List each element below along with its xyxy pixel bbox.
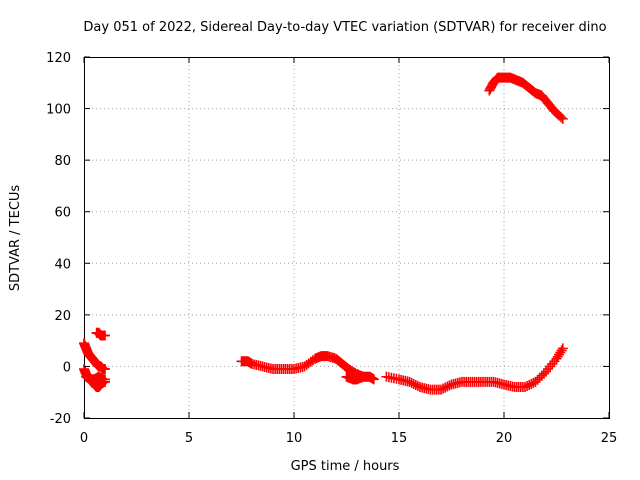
y-tick-label: 120 [46, 51, 71, 66]
data-point [442, 381, 453, 392]
y-tick-label: -20 [50, 412, 71, 427]
data-point [526, 378, 537, 389]
data-point [408, 378, 419, 389]
data-point [100, 330, 110, 341]
grid [84, 57, 609, 418]
data-point [438, 383, 449, 394]
data-point [100, 364, 110, 375]
x-tick-label: 20 [496, 431, 513, 446]
y-tick-label: 80 [54, 154, 71, 169]
data-points [79, 72, 568, 395]
data-point [557, 343, 568, 354]
plot-border [84, 57, 610, 419]
x-tick-label: 15 [391, 431, 408, 446]
axis-ticks: 0 5 10 15 20 25 -20 0 20 40 60 80 100 120 [46, 51, 617, 446]
x-tick-label: 10 [286, 431, 303, 446]
plot-frame [84, 57, 610, 419]
series-segment-4 [91, 327, 110, 341]
data-point [538, 368, 549, 379]
series-segment-3 [81, 371, 110, 385]
data-point [520, 382, 530, 393]
data-point [556, 345, 567, 356]
chart-title: Day 051 of 2022, Sidereal Day-to-day VTE… [83, 20, 606, 35]
data-point [368, 374, 379, 385]
y-tick-label: 60 [54, 206, 71, 221]
y-axis-label: SDTVAR / TECUs [8, 185, 23, 292]
data-point [412, 381, 423, 392]
y-tick-label: 20 [54, 309, 71, 324]
series-segment-8 [484, 72, 568, 124]
y-tick-label: 40 [54, 257, 71, 272]
x-tick-label: 25 [601, 431, 618, 446]
data-point [404, 376, 415, 387]
data-point [440, 382, 451, 393]
x-tick-label: 5 [185, 431, 193, 446]
series-segment-1 [79, 338, 110, 375]
series-segment-6 [341, 371, 379, 385]
data-point [100, 374, 110, 385]
x-tick-label: 0 [80, 431, 88, 446]
y-tick-label: 100 [46, 103, 71, 118]
data-point [556, 112, 567, 123]
data-point [522, 381, 533, 392]
data-point [406, 377, 417, 388]
data-point [524, 379, 535, 390]
series-segment-7 [381, 343, 568, 395]
data-point [444, 380, 455, 391]
y-tick-label: 0 [63, 360, 71, 375]
data-point [557, 113, 568, 124]
x-axis-label: GPS time / hours [291, 459, 400, 474]
data-point [410, 379, 421, 390]
data-point [436, 384, 446, 395]
